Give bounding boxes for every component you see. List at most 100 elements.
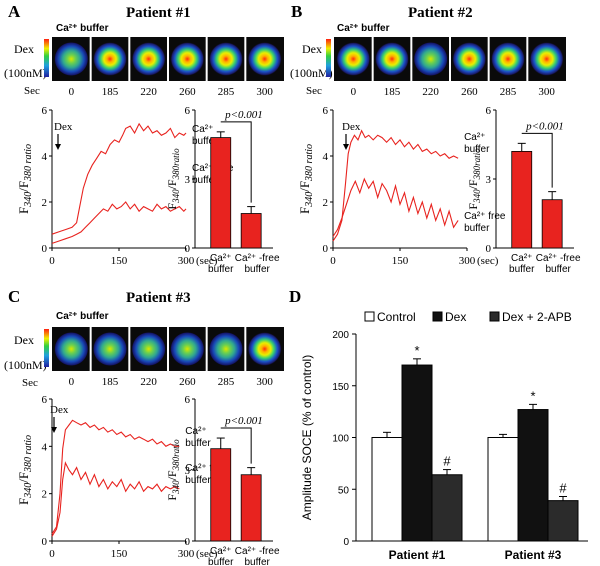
panel-b-bars-bar-1 [541, 199, 563, 249]
panel-c-bars-ylabel-slash: /F [165, 470, 179, 480]
panel-c-trace-ylabel-sub1: 340 [23, 483, 34, 499]
panel-a-trace-series-1 [51, 201, 187, 244]
panel-c-bars-ylabel-sub1: 340 [171, 480, 181, 495]
panel-b-trace-series-label-0-1: buffer [464, 144, 490, 155]
panel-c-trace-ylabel-f1: F [16, 498, 31, 505]
panel-b-cell-frame-0 [336, 42, 371, 76]
panel-letter-a: A [8, 2, 21, 21]
panel-b-conc-label: (100nM) [290, 66, 333, 80]
panel-d-ytick-label-1: 50 [338, 485, 350, 496]
panel-b-bars-category-label-1-0: Ca²⁺ -free [536, 253, 581, 264]
panel-a-frame-time-0: 0 [69, 86, 75, 98]
panel-c-dex-label: Dex [14, 333, 34, 347]
panel-a-trace-series-label-1-1: buffer [192, 175, 218, 186]
panel-a-bars-ytick-label-1: 3 [185, 174, 191, 186]
panel-b-frame-time-5: 300 [538, 86, 555, 98]
panel-d-legend-swatch-1 [432, 311, 443, 322]
panel-b-trace-ylabel: F340/F380 ratio [297, 144, 315, 214]
panel-d-legend-swatch-0 [364, 311, 375, 322]
panel-a-trace-x-unit: (sec) [196, 255, 218, 267]
panel-c-conc-label: (100nM) [4, 358, 47, 372]
panel-d-bar-0-2 [431, 474, 463, 542]
panel-d-category-label-0: Patient #1 [389, 548, 446, 562]
panel-a-color-scale [44, 39, 49, 77]
panel-c-frame-time-5: 300 [256, 376, 273, 388]
panel-b-trace-series-0 [332, 129, 459, 242]
panel-d-mark-1-1: * [530, 388, 535, 403]
panel-a-cell-frame-2 [131, 42, 166, 76]
panel-c-bars-ytick-label-0: 0 [185, 536, 191, 548]
panel-c-frame-time-0: 0 [69, 376, 75, 388]
panel-c-title: Patient #3 [126, 290, 191, 306]
panel-d-legend-label-2: Dex + 2-APB [502, 310, 572, 324]
panel-a-frame-time-1: 185 [102, 86, 119, 98]
panel-a-trace-series-label-0-1: buffer [192, 136, 218, 147]
panel-d-ytick-label-2: 100 [332, 434, 349, 445]
panel-b-cell-frame-3 [452, 42, 487, 76]
panel-c-trace-ytick-label-0: 0 [42, 536, 48, 548]
panel-a-bars-ylabel: F340/F380ratio [165, 148, 181, 210]
panel-d-ytick-label-3: 150 [332, 382, 349, 393]
panel-b-dex-label: Dex [302, 42, 322, 56]
panel-a-frame-time-2: 220 [140, 86, 157, 98]
panel-c-bars-significance-bracket [220, 427, 252, 464]
panel-a-bars-ylabel-sub1: 340 [171, 189, 181, 204]
panel-b-image-strip: 0 185 220 260 285 300 [326, 37, 566, 98]
panel-b-bars-ytick-label-0: 0 [486, 243, 492, 255]
panel-a-bars-category-label-1-0: Ca²⁺ -free [235, 253, 280, 264]
panel-letter-d: D [289, 287, 301, 306]
panel-c-image-strip: 0 185 220 260 285 300 [44, 327, 284, 388]
panel-a-bars-ylabel-slash: /F [165, 179, 179, 189]
panel-b-trace-xtick-label-0: 0 [330, 255, 336, 267]
panel-d-ylabel: Amplitude SOCE (% of control) [300, 355, 314, 520]
panel-a-trace-ylabel-slash: /F [16, 181, 31, 192]
panel-b-cell-frame-2 [413, 42, 448, 76]
panel-c-frame-time-4: 285 [218, 376, 235, 388]
panel-b-frame-time-0: 0 [351, 86, 357, 98]
panel-a-cell-frame-4 [209, 42, 243, 76]
panel-b-frame-time-2: 220 [422, 86, 439, 98]
panel-c-frame-time-3: 260 [179, 376, 196, 388]
panel-a-bars-pvalue: p<0.001 [224, 109, 263, 121]
panel-c-trace-ylabel: F340/F380 ratio [16, 435, 34, 505]
panel-a-frame-time-4: 285 [218, 86, 235, 98]
panel-c-trace-ylabel-sub2: 380 ratio [23, 435, 34, 473]
panel-b-trace-series-1 [332, 177, 459, 237]
panel-b-bars-category-label-0-1: buffer [509, 264, 535, 275]
panel-d-ytick-label-4: 200 [332, 330, 349, 341]
panel-b-cell-frame-4 [491, 42, 525, 76]
panel-a-trace-xtick-label-0: 0 [49, 255, 55, 267]
panel-c-sec-label: Sec [22, 377, 38, 389]
panel-c-trace-xtick-label-2: 300 [178, 548, 195, 560]
panel-a-cell-frame-1 [93, 42, 127, 76]
panel-a-conc-label: (100nM) [4, 66, 47, 80]
panel-a-trace-ylabel-f1: F [16, 207, 31, 214]
panel-c-color-scale [44, 329, 49, 367]
panel-b-cell-frame-1 [375, 42, 409, 76]
panel-c-trace-ytick-label-3: 6 [42, 394, 48, 406]
panel-b-cell-frame-5 [529, 42, 564, 76]
panel-a-trace-ylabel-sub2: 380 ratio [23, 144, 34, 182]
panel-b-trace-ylabel-slash: /F [297, 181, 312, 192]
panel-a-trace-xtick-label-2: 300 [178, 255, 195, 267]
panel-c-cell-frame-4 [209, 332, 243, 366]
panel-c-bars-category-label-1-1: buffer [244, 557, 270, 566]
panel-c-bars-category-label-0-1: buffer [208, 557, 234, 566]
panel-a-trace-dex-marker-label: Dex [54, 121, 73, 133]
panel-c-trace-series-label-1-0: Ca²⁺ free [185, 463, 227, 474]
panel-b-title: Patient #2 [408, 5, 473, 21]
panel-c-bars-ylabel: F340/F380ratio [165, 439, 181, 501]
panel-c-bars-ylabel-sub2: 380ratio [171, 439, 181, 472]
panel-a-bars-category-label-0-0: Ca²⁺ [210, 253, 231, 264]
panel-c-trace-series-label-0-1: buffer [185, 438, 211, 449]
panel-b-trace-series-label-1-0: Ca²⁺ free [464, 211, 506, 222]
panel-a-bars-ytick-label-0: 0 [185, 243, 191, 255]
panel-d-legend-label-0: Control [377, 310, 416, 324]
panel-b-trace-ytick-label-3: 6 [323, 105, 329, 117]
panel-c-bars-ytick-label-2: 6 [185, 394, 191, 406]
panel-b-trace-x-unit: (sec) [477, 255, 499, 267]
panel-c-trace-dex-marker-arrowhead [51, 427, 57, 433]
panel-a-trace-dex-marker-arrowhead [55, 144, 61, 150]
